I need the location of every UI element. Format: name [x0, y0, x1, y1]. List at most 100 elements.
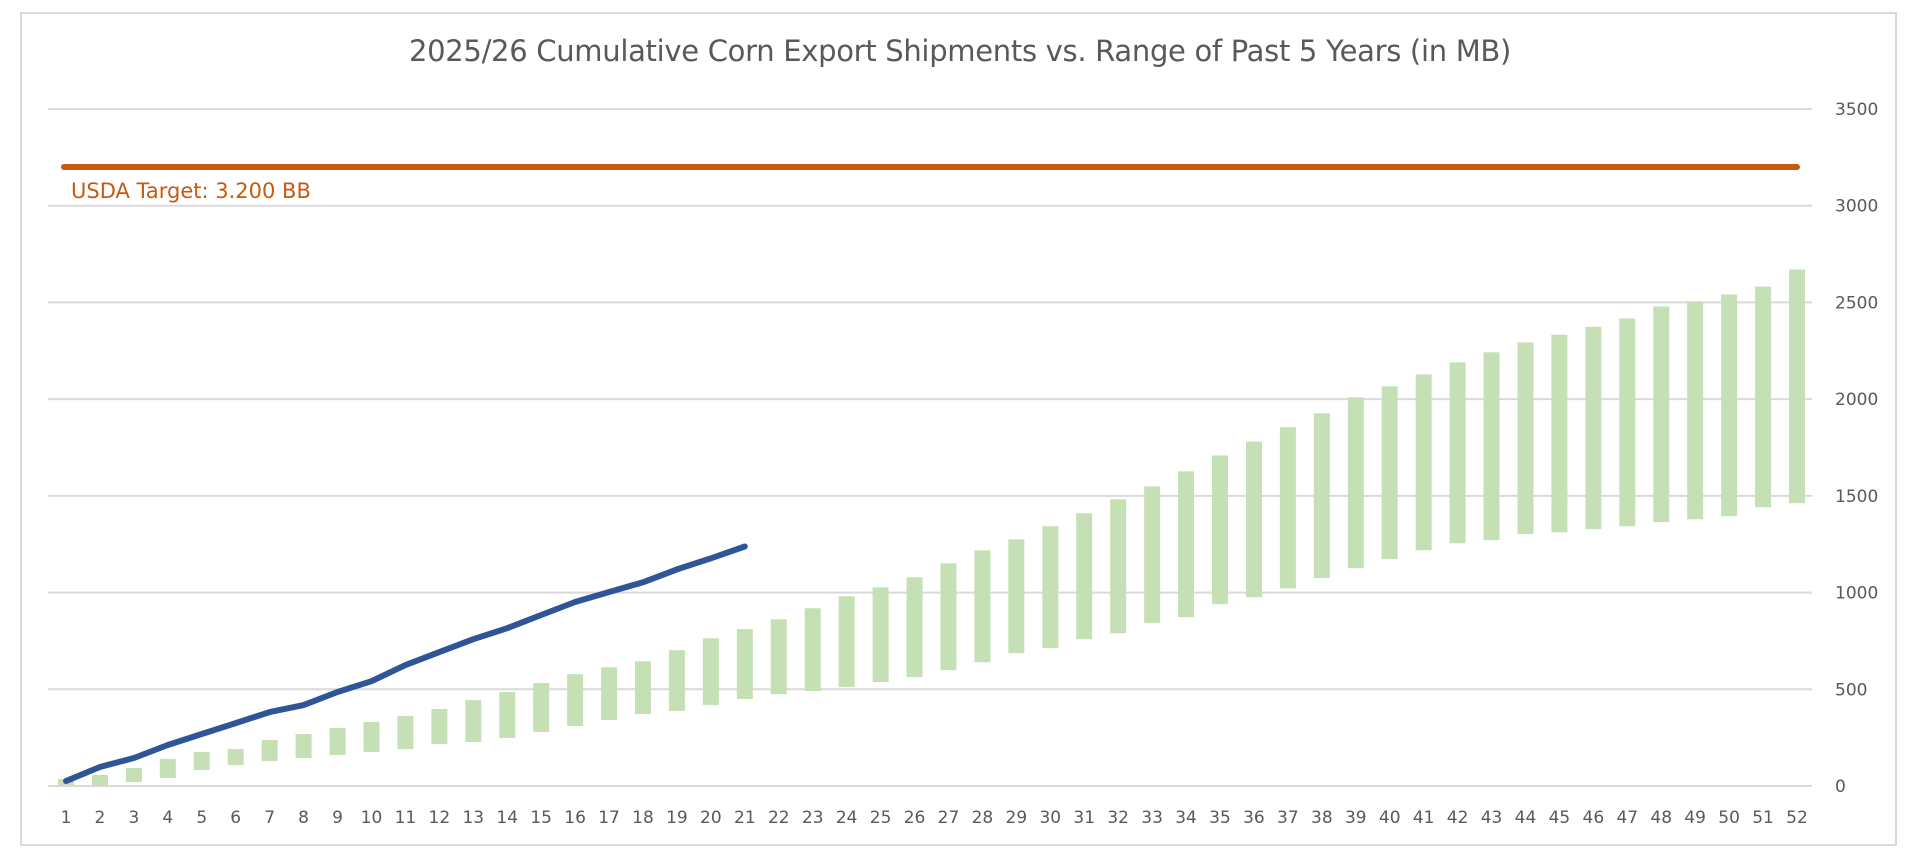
x-tick-label: 48: [1650, 808, 1672, 828]
x-tick-label: 44: [1515, 808, 1537, 828]
range-bar: [125, 768, 142, 783]
range-bar: [1789, 269, 1805, 504]
x-tick-label: 51: [1752, 808, 1774, 828]
x-tick-label: 3: [128, 808, 139, 828]
range-bar: [1110, 499, 1127, 634]
x-tick-label: 20: [700, 808, 722, 828]
range-bar: [974, 550, 991, 663]
y-axis-ticks: 0 500 1000 1500 2000 2500 3000 3500: [1835, 100, 1878, 797]
range-bar: [770, 619, 787, 695]
y-tick-label: 2500: [1835, 293, 1878, 313]
range-bar: [906, 577, 923, 678]
range-bar: [1585, 326, 1602, 530]
x-tick-label: 33: [1141, 808, 1163, 828]
range-bar: [635, 661, 651, 715]
range-bar: [533, 683, 550, 733]
x-tick-label: 12: [429, 808, 451, 828]
y-tick-label: 1000: [1835, 584, 1878, 604]
x-tick-label: 8: [298, 808, 309, 828]
range-bar: [1178, 471, 1195, 618]
x-tick-label: 37: [1277, 808, 1299, 828]
x-tick-label: 41: [1413, 808, 1435, 828]
x-tick-label: 50: [1718, 808, 1740, 828]
x-tick-label: 10: [361, 808, 383, 828]
range-bar: [431, 709, 448, 745]
x-tick-label: 29: [1006, 808, 1028, 828]
range-bar: [940, 563, 957, 671]
range-bar: [329, 727, 346, 756]
chart-frame: [20, 12, 1897, 846]
x-tick-label: 4: [162, 808, 173, 828]
x-tick-label: 52: [1786, 808, 1808, 828]
y-tick-label: 500: [1835, 680, 1867, 700]
range-bar: [465, 700, 482, 743]
x-tick-label: 17: [598, 808, 620, 828]
x-tick-label: 49: [1684, 808, 1706, 828]
range-bar: [91, 774, 108, 786]
range-bar: [567, 674, 584, 727]
range-bar: [499, 691, 516, 739]
x-tick-label: 19: [666, 808, 688, 828]
y-tick-label: 0: [1835, 777, 1846, 797]
x-tick-label: 36: [1243, 808, 1265, 828]
range-bar: [227, 749, 244, 766]
x-tick-label: 5: [196, 808, 207, 828]
x-axis-ticks: 1 2 3 4 5 6 7 8 9 10 11 12 13 14 15 16 17 18 19 20 21 22 23 24 2…: [61, 808, 1808, 828]
chart-title: 2025/26 Cumulative Corn Export Shipments…: [408, 34, 1512, 68]
x-tick-label: 28: [972, 808, 994, 828]
range-bar: [1687, 301, 1704, 520]
gridlines: [48, 108, 1812, 787]
range-bar: [1721, 294, 1738, 517]
x-tick-label: 25: [870, 808, 892, 828]
range-bar: [1076, 513, 1093, 640]
x-tick-label: 11: [395, 808, 417, 828]
range-bar: [668, 650, 685, 711]
range-bar: [1755, 286, 1772, 508]
range-bar: [1008, 539, 1025, 654]
usda-target-label: USDA Target: 3.200 BB: [71, 179, 311, 203]
range-bars: [58, 269, 1805, 786]
range-bar: [397, 715, 414, 750]
range-bar: [295, 733, 312, 758]
x-tick-label: 47: [1616, 808, 1638, 828]
y-tick-label: 2000: [1835, 390, 1878, 410]
range-bar: [1619, 318, 1636, 527]
range-bar: [804, 608, 821, 692]
x-tick-label: 14: [496, 808, 518, 828]
x-tick-label: 45: [1549, 808, 1571, 828]
x-tick-label: 21: [734, 808, 756, 828]
range-bar: [1042, 526, 1059, 649]
x-tick-label: 38: [1311, 808, 1333, 828]
x-tick-label: 30: [1039, 808, 1061, 828]
range-bar: [1381, 386, 1398, 560]
shipments-line: [63, 543, 748, 784]
range-bar: [261, 739, 278, 762]
range-bar: [872, 587, 889, 683]
usda-target: USDA Target: 3.200 BB: [61, 164, 1800, 203]
x-tick-label: 40: [1379, 808, 1401, 828]
x-tick-label: 46: [1583, 808, 1605, 828]
range-bar: [1313, 413, 1330, 579]
range-bar: [1144, 486, 1161, 624]
range-bar: [1415, 374, 1432, 551]
range-bar: [1551, 334, 1568, 533]
x-tick-label: 2: [95, 808, 106, 828]
x-tick-label: 32: [1107, 808, 1129, 828]
range-bar: [1449, 362, 1466, 544]
x-tick-label: 27: [938, 808, 960, 828]
x-tick-label: 22: [768, 808, 790, 828]
range-bar: [363, 721, 380, 752]
range-bar: [1245, 441, 1262, 598]
x-tick-label: 1: [61, 808, 72, 828]
y-tick-label: 3000: [1835, 197, 1878, 217]
x-tick-label: 42: [1447, 808, 1469, 828]
x-tick-label: 35: [1209, 808, 1231, 828]
x-tick-label: 43: [1481, 808, 1503, 828]
x-tick-label: 18: [632, 808, 654, 828]
y-tick-label: 1500: [1835, 487, 1878, 507]
x-tick-label: 9: [332, 808, 343, 828]
range-bar: [1653, 306, 1670, 523]
x-tick-label: 6: [230, 808, 241, 828]
range-bar: [1212, 455, 1228, 605]
x-tick-label: 34: [1175, 808, 1197, 828]
